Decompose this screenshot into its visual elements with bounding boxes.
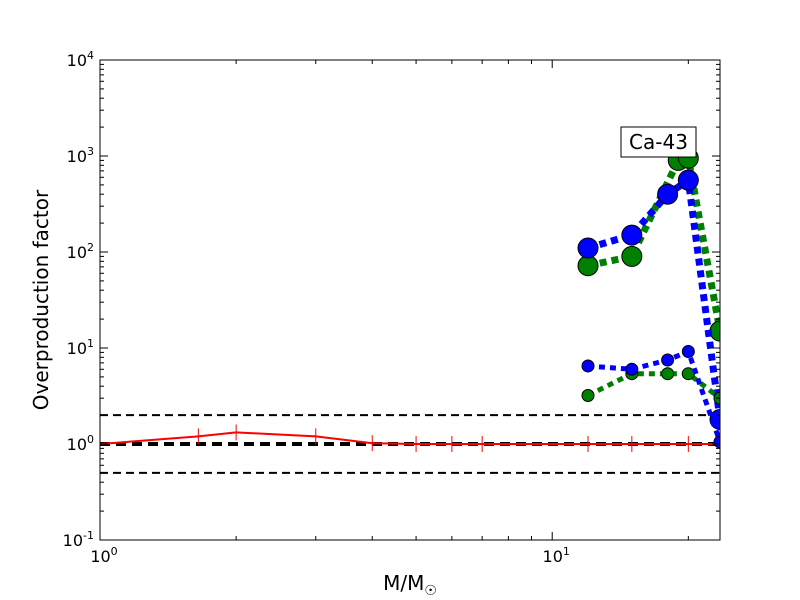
x-tick-label: 100 <box>90 545 117 566</box>
plot-frame <box>99 59 721 541</box>
annotation-box: Ca-43 <box>620 126 697 158</box>
series-2 <box>577 147 720 342</box>
series-3-point <box>657 183 679 205</box>
plot-content <box>100 147 720 474</box>
series-4-point <box>661 367 675 381</box>
series-5 <box>581 344 720 449</box>
y-tick-label: 10-1 <box>63 529 94 550</box>
series-1 <box>100 424 720 452</box>
series-5-point <box>581 359 595 373</box>
x-axis-title: M/M☉ <box>383 571 437 599</box>
series-2-line <box>587 153 720 332</box>
series-3-point <box>577 237 599 259</box>
y-tick-label: 101 <box>67 337 94 358</box>
series-2-point <box>621 245 643 267</box>
series-1-line <box>100 431 720 445</box>
series-2-point <box>577 255 599 277</box>
series-4-point <box>581 389 595 403</box>
series-3-point <box>677 169 699 191</box>
y-tick-label: 102 <box>67 241 94 262</box>
series-5-point <box>681 344 695 358</box>
series-5-point <box>625 362 639 376</box>
series-3-point <box>621 224 643 246</box>
y-tick-label: 103 <box>67 145 94 166</box>
annotation-label: Ca-43 <box>629 130 688 154</box>
y-tick-label: 100 <box>67 433 94 454</box>
y-axis-title: Overproduction factor <box>29 189 53 410</box>
plot-area <box>100 147 720 474</box>
series-5-point <box>713 435 720 449</box>
series-5-point <box>661 353 675 367</box>
y-tick-label: 104 <box>67 49 94 70</box>
x-tick-label: 101 <box>543 545 570 566</box>
